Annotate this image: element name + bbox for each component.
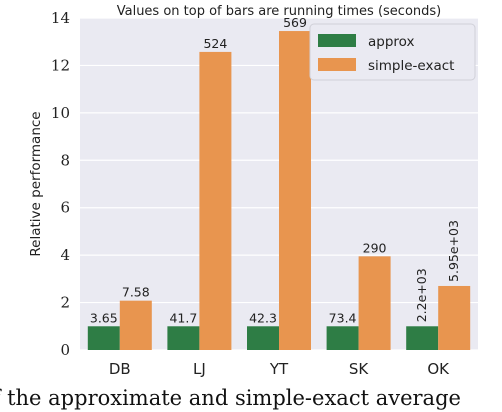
bar-value-label: 5.95e+03 — [446, 220, 461, 282]
y-tick-label: 6 — [60, 199, 70, 217]
x-tick-label: LJ — [193, 360, 206, 378]
bar-value-label: 41.7 — [169, 310, 197, 325]
legend: approx simple-exact — [309, 23, 476, 81]
chart-title: Values on top of bars are running times … — [117, 4, 442, 19]
x-tick-label: DB — [109, 360, 131, 378]
y-tick-label: 12 — [51, 56, 70, 74]
legend-swatch — [318, 34, 356, 47]
bar-value-label: 3.65 — [90, 310, 118, 325]
bars — [87, 31, 471, 351]
bar — [87, 326, 120, 350]
y-axis: 0 2 4 6 8 10 12 14 — [51, 9, 70, 359]
x-tick-label: YT — [269, 360, 289, 378]
y-tick-label: 14 — [51, 9, 70, 27]
bar — [167, 326, 200, 350]
y-tick-label: 4 — [60, 246, 70, 264]
bar-value-label: 7.58 — [122, 285, 150, 300]
bar — [119, 300, 152, 350]
bar — [326, 326, 359, 350]
y-axis-label: Relative performance — [28, 111, 44, 256]
x-axis: DB LJ YT SK OK — [109, 360, 450, 378]
legend-label: simple-exact — [368, 58, 454, 74]
caption-text: of the approximate and simple-exact aver… — [0, 386, 461, 410]
bar — [358, 256, 391, 350]
bar — [199, 51, 232, 350]
x-tick-label: OK — [427, 360, 450, 378]
bar-value-label: 2.2e+03 — [414, 268, 429, 322]
bar — [438, 285, 471, 350]
y-tick-label: 2 — [60, 294, 70, 312]
bar-value-label: 73.4 — [329, 310, 357, 325]
bar-value-label: 569 — [283, 15, 307, 30]
bar-value-label: 524 — [203, 36, 227, 51]
y-tick-label: 0 — [60, 341, 70, 359]
bar — [247, 326, 279, 350]
legend-swatch — [318, 58, 356, 71]
y-tick-label: 10 — [51, 104, 70, 122]
legend-label: approx — [368, 34, 415, 50]
y-tick-label: 8 — [60, 151, 70, 169]
bar-value-label: 290 — [363, 240, 387, 255]
bar-value-label: 42.3 — [249, 310, 277, 325]
bar — [279, 31, 311, 351]
x-tick-label: SK — [349, 360, 370, 378]
bar — [406, 326, 439, 350]
bar-labels: 3.65 7.58 41.7 524 42.3 569 73.4 290 2.2e+03 5.95… — [90, 15, 461, 325]
